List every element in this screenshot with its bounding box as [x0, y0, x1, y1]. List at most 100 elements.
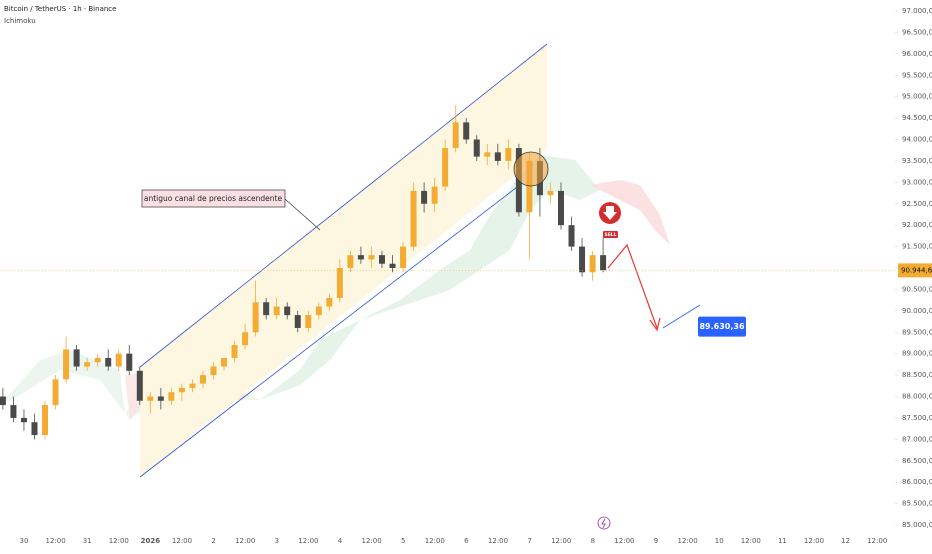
x-tick-label: 12:00	[551, 537, 571, 545]
annotation-box	[141, 189, 286, 208]
x-tick-label: 12:00	[614, 537, 634, 545]
x-tick-label: 7	[527, 537, 531, 545]
candle-body	[431, 186, 438, 204]
candle-body	[305, 315, 312, 328]
x-tick-label: 12:00	[678, 537, 698, 545]
candle-body	[326, 297, 333, 307]
x-tick-label: 8	[591, 537, 595, 545]
x-tick-label: 12	[841, 537, 850, 545]
candle-body	[579, 246, 586, 273]
candle-body	[73, 349, 80, 367]
candle-body	[410, 190, 417, 247]
x-tick-label: 12:00	[488, 537, 508, 545]
candle-body	[315, 306, 322, 316]
candle-body	[136, 370, 143, 401]
candle-body	[547, 190, 554, 196]
target-label: 89.630,36	[699, 322, 744, 331]
candle-body	[42, 405, 49, 436]
y-tick-label: 92.500,00	[902, 200, 932, 208]
y-tick-label: 88.000,00	[902, 393, 932, 401]
candle-body	[210, 366, 217, 376]
candle-body	[273, 306, 280, 316]
candle-body	[178, 387, 185, 393]
y-tick-label: 94.000,00	[902, 136, 932, 144]
candle-body	[568, 225, 575, 247]
x-tick-label: 12:00	[362, 537, 382, 545]
candle-body	[378, 255, 385, 264]
candle-body	[221, 357, 228, 367]
y-tick-label: 93.000,00	[902, 178, 932, 186]
candle-body	[368, 255, 375, 260]
candle-body	[126, 353, 133, 371]
arrow-head	[649, 317, 661, 332]
y-tick-label: 86.000,00	[902, 478, 932, 486]
candle-body	[400, 246, 407, 268]
x-tick-label: 4	[338, 537, 343, 545]
candle-body	[452, 122, 459, 149]
channel-upper	[139, 43, 548, 368]
y-tick-label: 97.000,00	[902, 7, 932, 15]
candle-body	[336, 268, 343, 298]
candle-body	[526, 160, 533, 213]
candle-body	[284, 306, 291, 316]
x-tick-label: 31	[83, 537, 92, 545]
y-tick-label: 93.500,00	[902, 157, 932, 165]
x-tick-label: 12:00	[741, 537, 761, 545]
x-tick-label: 9	[654, 537, 658, 545]
candle-body	[389, 263, 396, 268]
candle-body	[10, 405, 17, 418]
last-price-box	[898, 263, 932, 278]
last-price-label: 90.944,60	[901, 266, 932, 274]
y-tick-label: 95.500,00	[902, 71, 932, 79]
y-tick-label: 92.000,00	[902, 221, 932, 229]
annotation-pointer	[284, 198, 321, 231]
candle-body	[589, 255, 596, 273]
candle-body	[94, 357, 101, 363]
candle-body	[347, 255, 354, 268]
candle-body	[157, 396, 164, 401]
candle-body	[31, 422, 38, 436]
candle-body	[242, 332, 249, 346]
y-tick-label: 87.500,00	[902, 414, 932, 422]
candle-body	[600, 255, 607, 271]
y-tick-label: 96.000,00	[902, 50, 932, 58]
y-tick-label: 88.500,00	[902, 371, 932, 379]
x-tick-label: 12:00	[172, 537, 192, 545]
indicator-name: Ichimoku	[4, 17, 36, 25]
y-tick-label: 85.000,00	[902, 521, 932, 529]
candle-body	[63, 349, 70, 380]
candle-body	[442, 148, 449, 187]
y-tick-label: 87.000,00	[902, 435, 932, 443]
x-tick-label: 10	[715, 537, 724, 545]
candle-body	[473, 139, 480, 157]
x-tick-label: 12:00	[298, 537, 318, 545]
candle-body	[231, 345, 238, 358]
candle-body	[115, 353, 122, 367]
candle-body	[105, 357, 112, 367]
x-tick-label: 11	[778, 537, 787, 545]
candle-body	[484, 152, 491, 157]
x-tick-label: 30	[20, 537, 29, 545]
sell-arrow	[603, 206, 617, 220]
y-tick-label: 95.000,00	[902, 93, 932, 101]
candle-body	[463, 122, 470, 140]
y-tick-label: 90.000,00	[902, 307, 932, 315]
highlight-circle	[513, 151, 549, 187]
x-tick-label: 5	[401, 537, 405, 545]
candle-body	[294, 315, 301, 328]
target-pointer	[662, 304, 701, 329]
x-tick-label: 2026	[141, 537, 161, 545]
candle-body	[199, 375, 206, 384]
annotation-text: antiguo canal de precios ascendente	[144, 194, 283, 203]
y-tick-label: 85.500,00	[902, 500, 932, 508]
x-tick-label: 12:00	[804, 537, 824, 545]
event-bolt	[601, 518, 606, 529]
candle-body	[0, 396, 6, 406]
y-tick-label: 90.500,00	[902, 285, 932, 293]
projection-arrow	[607, 243, 658, 329]
candle-body	[357, 255, 364, 260]
x-tick-label: 2	[211, 537, 215, 545]
y-tick-label: 89.500,00	[902, 328, 932, 336]
candle-body	[147, 396, 154, 401]
